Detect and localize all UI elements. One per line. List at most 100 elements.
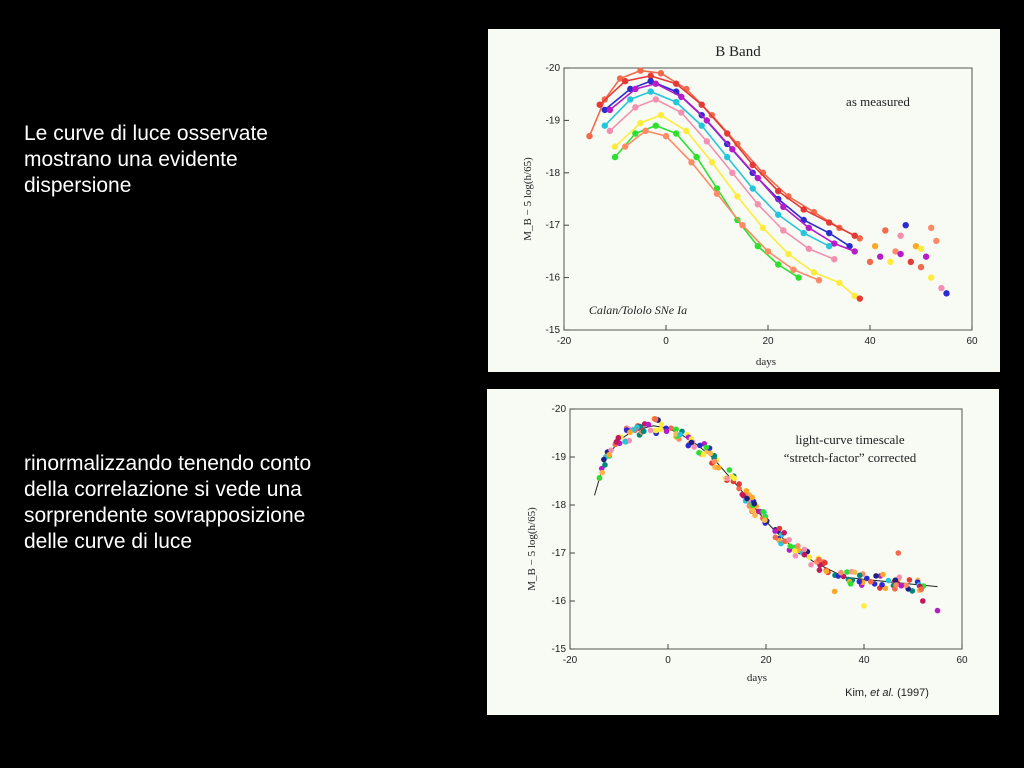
data-point [754,174,761,182]
data-point [898,582,905,589]
data-point [795,543,801,549]
x-tick-label: 0 [663,336,669,347]
data-point [750,507,756,514]
data-point [652,96,659,103]
data-point [673,431,679,437]
data-point [749,494,755,501]
data-point [708,159,716,166]
data-point [707,450,714,457]
data-point [608,447,614,453]
data-point [806,554,813,560]
data-point [622,143,629,150]
data-point [601,106,608,114]
y-tick-label: -18 [552,500,567,511]
x-axis-label: days [747,672,767,684]
data-point [893,582,899,588]
y-tick-label: -20 [546,63,561,74]
data-point [729,169,736,176]
data-point [897,250,904,258]
data-point [895,550,902,556]
chart-b-band-svg: B Band as measured Calan/Tololo SNe Ia d… [522,44,978,368]
y-tick-label: -20 [552,404,567,415]
data-point [816,556,822,563]
data-point [775,195,782,203]
data-point [795,274,802,281]
data-point [800,206,807,213]
data-point [678,93,685,101]
data-point [749,161,756,169]
y-tick-label: -19 [552,452,567,463]
data-point [917,245,925,252]
data-point [792,552,799,559]
data-point [782,538,788,544]
data-point [622,438,628,445]
data-point [772,534,779,541]
data-point [775,211,782,218]
x-axis-label: days [756,356,776,368]
data-point [851,569,858,576]
data-point [781,529,787,536]
data-point [652,416,658,422]
data-point [885,577,892,584]
data-point [856,295,863,302]
chart-panel-b-band: B Band as measured Calan/Tololo SNe Ia d… [488,29,1000,372]
series-line [604,80,851,247]
data-point [724,130,731,137]
data-point [688,439,695,446]
data-point [599,469,606,476]
data-point [928,274,935,281]
data-point [920,598,926,604]
data-point [611,153,619,161]
slide-text-observed: Le curve di luce osservate mostrano una … [24,122,268,197]
data-point [786,536,792,543]
chart-annotation-line2: “stretch-factor” corrected [784,450,917,465]
data-point [882,227,889,234]
data-point [637,119,644,127]
data-point [601,456,607,463]
series-line [604,90,830,247]
series-line [609,82,855,253]
data-point [864,575,870,582]
data-point [749,185,756,192]
data-point [759,224,767,232]
data-point [711,458,718,465]
data-point [772,528,778,534]
series-line [609,98,835,261]
data-point [662,132,670,140]
data-point [856,572,863,579]
chart-annotation: as measured [846,94,910,109]
data-point [734,193,741,200]
data-point [606,106,614,114]
data-point [637,67,644,74]
data-point [632,85,639,93]
chart-caption: Calan/Tololo SNe Ia [589,303,687,317]
data-point [780,203,787,211]
data-point [668,425,674,431]
data-point [698,101,705,108]
data-point [879,581,885,588]
data-point [703,444,710,451]
data-point [810,269,818,276]
chart-title: B Band [715,44,761,60]
data-point [892,577,899,584]
y-axis-label: M_B − 5 log(h/65) [526,507,538,591]
data-point [776,525,783,532]
data-point [880,571,886,578]
data-point [726,467,733,473]
data-point [762,517,768,523]
data-point [831,588,838,595]
data-point [677,431,684,438]
data-point [642,127,649,135]
data-point [647,427,654,434]
data-point [683,127,690,135]
data-point [902,222,909,229]
data-point [703,117,710,124]
data-point [622,77,629,85]
data-point [640,428,647,435]
data-point [698,122,705,129]
data-point [792,548,798,554]
data-point [856,235,863,242]
data-point [928,224,935,232]
data-point [917,263,925,271]
data-point [831,240,838,247]
